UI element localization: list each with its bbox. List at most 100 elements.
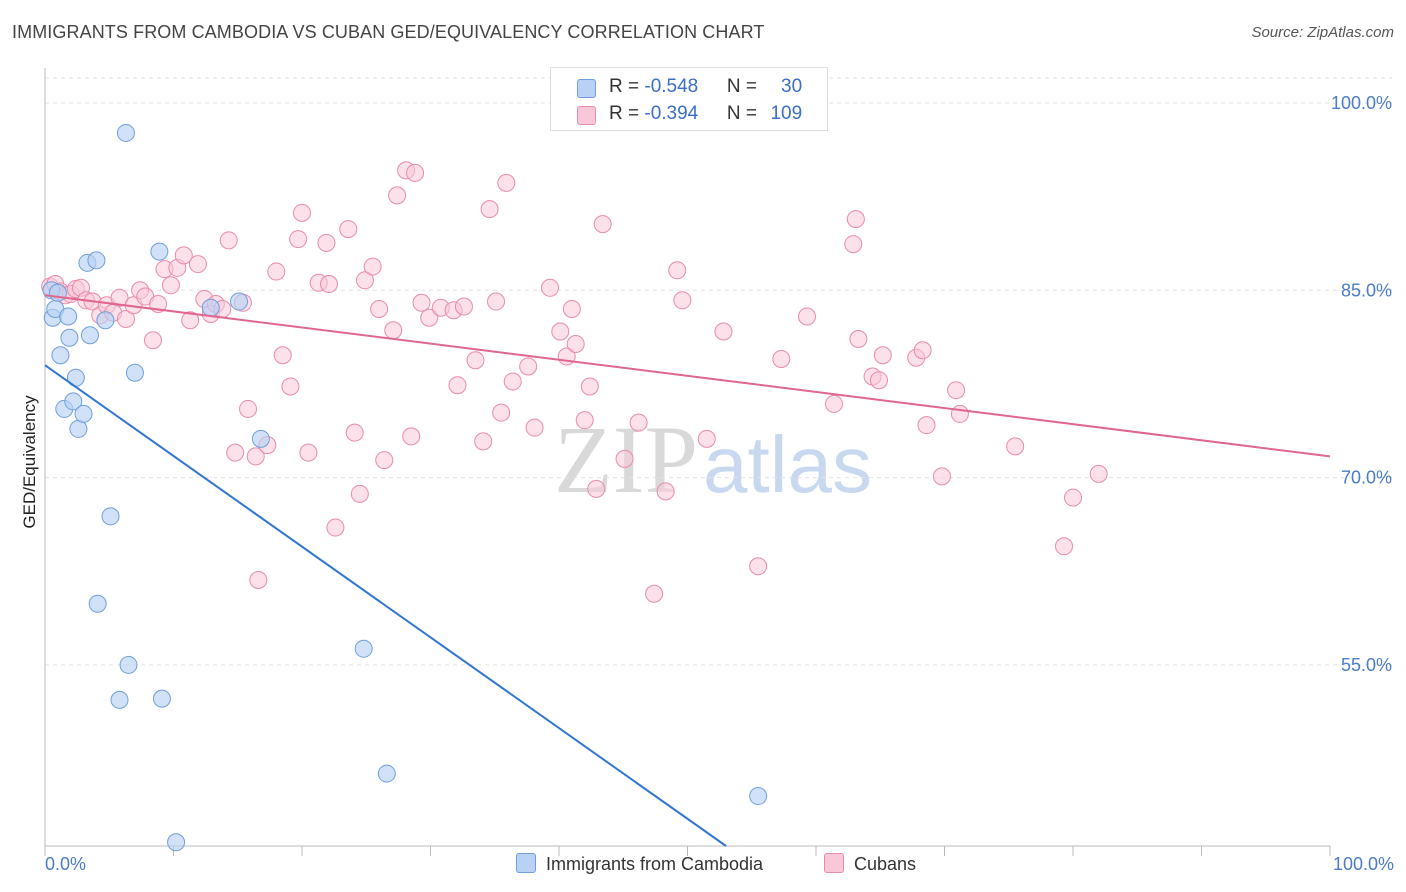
cubans-point xyxy=(580,377,599,396)
cubans-points xyxy=(41,161,1108,603)
cambodia-point xyxy=(101,507,120,526)
cubans-point xyxy=(947,381,966,400)
legend-r-label: R = xyxy=(609,103,645,124)
cubans-point xyxy=(1006,437,1025,456)
legend-n-value: 30 xyxy=(781,76,803,97)
legend-n-label: N = xyxy=(726,103,763,124)
cubans-point xyxy=(772,349,791,368)
bottom-swatch-blue xyxy=(516,853,536,873)
bottom-legend-label: Cubans xyxy=(854,854,917,874)
cubans-point xyxy=(143,331,162,350)
cubans-point xyxy=(161,276,180,295)
y-tick-label: 70.0% xyxy=(1341,468,1392,488)
cambodia-point xyxy=(167,833,186,852)
cambodia-point xyxy=(110,690,129,709)
cubans-point xyxy=(116,310,135,329)
cubans-point xyxy=(370,300,389,319)
cubans-point xyxy=(474,432,493,451)
cubans-point xyxy=(267,262,286,281)
cubans-point xyxy=(1055,537,1074,556)
cubans-point xyxy=(492,403,511,422)
cubans-point xyxy=(466,351,485,370)
cambodia-point xyxy=(87,251,106,270)
cubans-point xyxy=(749,557,768,576)
cambodia-point xyxy=(749,787,768,806)
cubans-point xyxy=(497,173,516,192)
cubans-point xyxy=(345,423,364,442)
cubans-point xyxy=(219,231,238,250)
bottom-legend-label: Immigrants from Cambodia xyxy=(546,854,764,874)
cambodia-point xyxy=(80,326,99,345)
y-tick-label: 85.0% xyxy=(1341,280,1392,300)
cubans-point xyxy=(824,394,843,413)
cubans-point xyxy=(844,235,863,254)
cambodia-point xyxy=(48,283,67,302)
cubans-point xyxy=(566,334,585,353)
cubans-point xyxy=(246,447,265,466)
cubans-point xyxy=(339,220,358,239)
cambodia-point xyxy=(51,346,70,365)
trend-lines xyxy=(44,294,1331,847)
cubans-point xyxy=(714,322,733,341)
axis-labels: 55.0% 70.0% 85.0% 100.0% 0.0% 100.0% GED/Equiv… xyxy=(20,93,1394,874)
cubans-point xyxy=(950,404,969,423)
cubans-point xyxy=(355,271,374,290)
cambodia-point xyxy=(150,242,169,261)
cubans-point xyxy=(448,376,467,395)
legend-r-label: R = xyxy=(609,76,645,97)
cubans-point xyxy=(1089,464,1108,483)
axes xyxy=(44,68,1331,856)
cubans-point xyxy=(375,451,394,470)
cubans-point xyxy=(846,210,865,229)
cubans-point xyxy=(319,275,338,294)
cubans-point xyxy=(849,329,868,348)
cubans-point xyxy=(480,200,499,219)
cubans-point xyxy=(326,518,345,537)
y-tick-label: 55.0% xyxy=(1341,655,1392,675)
cambodia-point xyxy=(74,404,93,423)
cubans-point xyxy=(249,571,268,590)
cubans-trend-line xyxy=(44,294,1331,458)
cambodia-point xyxy=(60,328,79,347)
cubans-point xyxy=(656,482,675,501)
cubans-point xyxy=(593,215,612,234)
cambodia-point xyxy=(125,363,144,382)
cambodia-point xyxy=(251,429,270,448)
y-tick-label: 100.0% xyxy=(1331,93,1392,113)
cubans-point xyxy=(317,233,336,252)
cubans-point xyxy=(503,372,522,391)
legend-r-value: -0.394 xyxy=(644,103,699,124)
cubans-point xyxy=(697,429,716,448)
cubans-point xyxy=(615,449,634,468)
cubans-point xyxy=(587,479,606,498)
cubans-point xyxy=(551,322,570,341)
gridlines xyxy=(45,77,1392,666)
cambodia-point xyxy=(201,298,220,317)
cubans-point xyxy=(575,411,594,430)
cubans-point xyxy=(487,292,506,311)
cubans-point xyxy=(239,399,258,418)
legend-swatch-pink xyxy=(577,106,596,125)
bottom-legend-cubans: Cubans xyxy=(824,852,916,876)
cubans-point xyxy=(406,163,425,182)
cubans-point xyxy=(798,307,817,326)
legend-n-value: 109 xyxy=(770,103,803,124)
cambodia-point xyxy=(152,689,171,708)
chart-title: IMMIGRANTS FROM CAMBODIA VS CUBAN GED/EQ… xyxy=(12,22,765,42)
cubans-point xyxy=(673,291,692,310)
cambodia-point xyxy=(354,639,373,658)
cubans-point xyxy=(629,413,648,432)
cubans-point xyxy=(299,443,318,462)
cubans-point xyxy=(917,416,936,435)
correlation-legend: R = -0.548 N = 30 R = -0.394 N = 109 xyxy=(550,67,828,131)
cambodia-point xyxy=(230,292,249,311)
cubans-point xyxy=(188,255,207,274)
cubans-point xyxy=(273,346,292,365)
cubans-point xyxy=(645,584,664,603)
cubans-point xyxy=(525,418,544,437)
cubans-point xyxy=(384,321,403,340)
cubans-point xyxy=(289,230,308,249)
cambodia-point xyxy=(88,594,107,613)
y-axis-title: GED/Equivalency xyxy=(20,395,39,529)
cambodia-point xyxy=(59,307,78,326)
